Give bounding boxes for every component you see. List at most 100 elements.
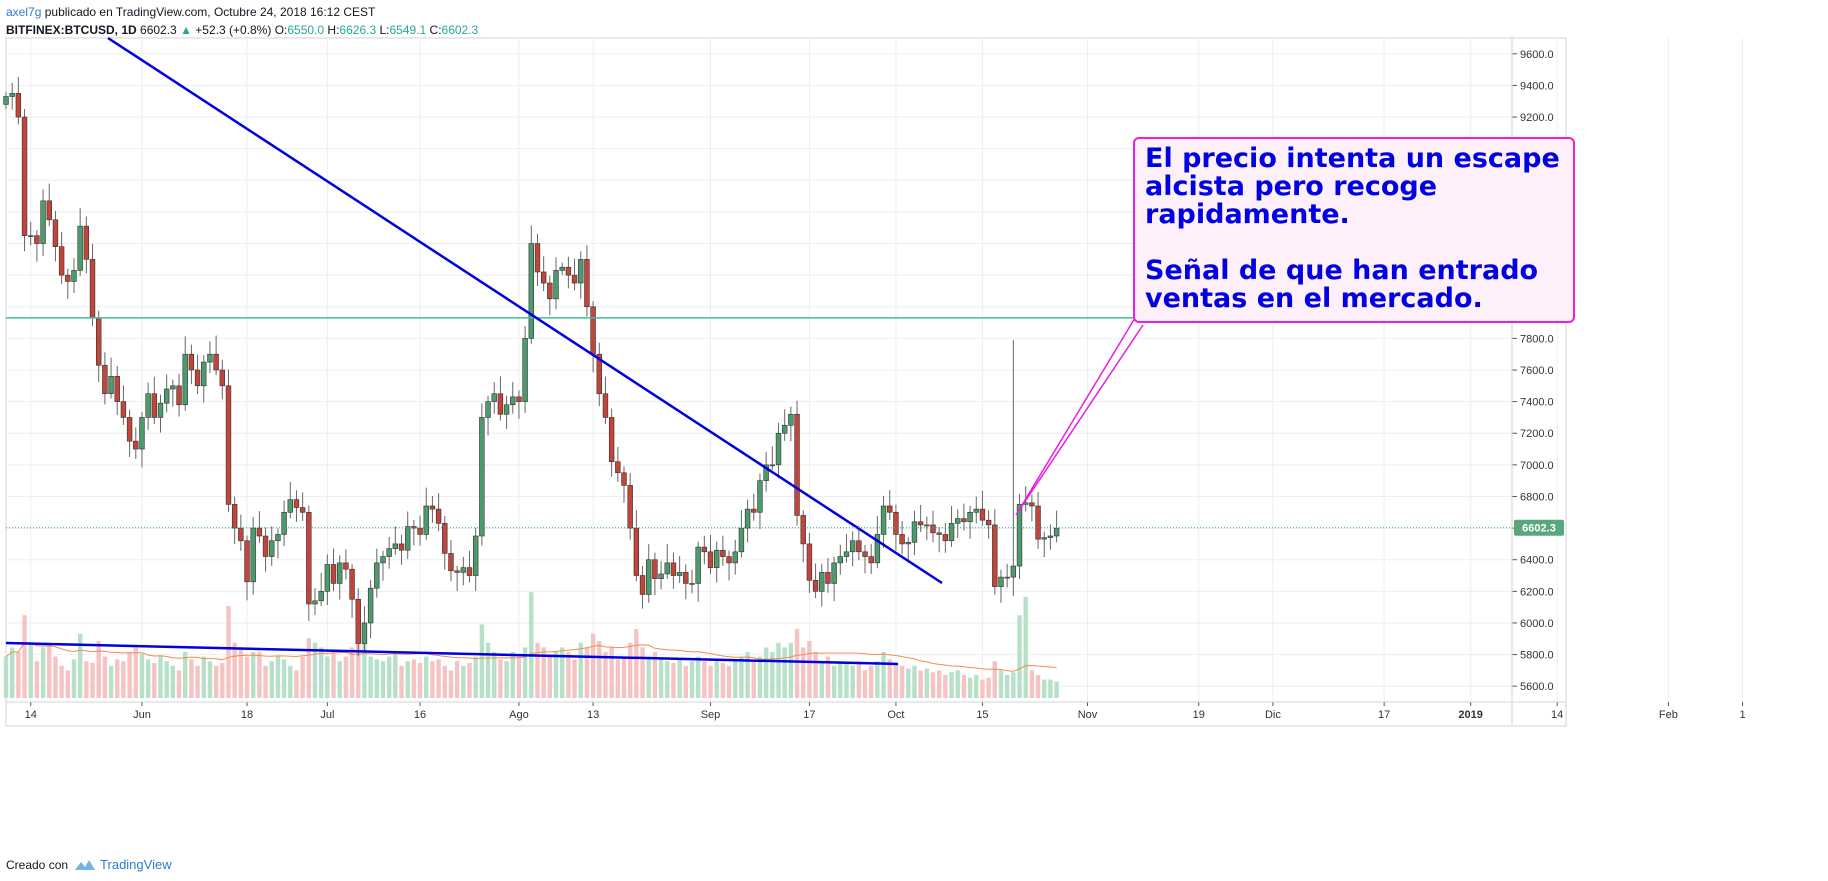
volume-bar: [936, 670, 942, 698]
candle-down: [683, 572, 689, 584]
volume-bar: [294, 670, 299, 698]
volume-bar: [770, 652, 775, 698]
volume-bar: [869, 665, 874, 698]
volume-bar: [801, 647, 806, 698]
x-tick-label: 14: [25, 709, 37, 721]
volume-bar: [862, 670, 868, 698]
volume-bar: [998, 670, 1004, 698]
candle-down: [417, 527, 423, 535]
volume-bar: [393, 652, 398, 698]
volume-bar: [689, 661, 695, 698]
candle-down: [856, 540, 862, 553]
candle-down: [58, 246, 65, 276]
volume-bar: [77, 633, 83, 698]
candle-up: [491, 393, 497, 402]
volume-bar: [337, 661, 342, 698]
volume-bar: [47, 642, 52, 698]
candle-down: [751, 508, 757, 513]
candle-up: [77, 225, 83, 271]
candle-down: [120, 401, 127, 418]
volume-bar: [745, 652, 750, 698]
volume-bar: [943, 675, 948, 698]
low-value: 6549.1: [389, 23, 427, 37]
y-tick-label: 9400.0: [1520, 80, 1554, 92]
candle-down: [114, 376, 120, 402]
volume-bar: [108, 665, 114, 698]
volume-bar: [139, 653, 145, 698]
volume-bar: [646, 656, 651, 698]
candle-down: [96, 317, 102, 366]
candle-up: [781, 425, 788, 434]
candle-up: [769, 464, 776, 467]
candle-up: [578, 259, 584, 284]
candle-up: [207, 353, 213, 363]
volume-bar: [269, 661, 274, 698]
candle-down: [343, 562, 349, 570]
chart-header: axel7g publicado en TradingView.com, Oct…: [6, 4, 478, 38]
candle-down: [429, 505, 436, 510]
volume-bar: [671, 663, 676, 698]
x-tick-label: Ago: [509, 709, 529, 721]
volume-bar: [720, 663, 726, 698]
change-up-icon: ▲: [180, 23, 192, 37]
candle-down: [454, 570, 460, 573]
volume-bar: [411, 659, 417, 698]
annotation-callout[interactable]: El precio intenta un escape alcista pero…: [1133, 137, 1575, 323]
candle-down: [936, 532, 942, 535]
volume-bar: [930, 672, 936, 698]
volume-bar: [405, 661, 410, 698]
volume-bar: [399, 665, 404, 698]
volume-bar: [16, 652, 21, 698]
volume-bar: [1048, 679, 1053, 698]
volume-bar: [232, 642, 237, 698]
volume-bar: [380, 661, 386, 698]
candle-down: [126, 417, 133, 442]
volume-bar: [529, 592, 534, 698]
volume-bar: [844, 663, 849, 698]
candle-up: [287, 499, 293, 513]
symbol-label[interactable]: BITFINEX:BTCUSD, 1D: [6, 23, 137, 37]
candle-down: [961, 518, 967, 523]
candle-down: [584, 259, 590, 308]
candle-down: [52, 219, 59, 247]
candle-down: [942, 534, 949, 542]
volume-bar: [924, 668, 930, 698]
x-tick-label: Jun: [133, 709, 151, 721]
volume-bar: [819, 661, 824, 698]
volume-bar: [53, 656, 58, 698]
volume-bar: [368, 656, 373, 698]
candle-up: [392, 543, 399, 549]
volume-bar: [467, 663, 472, 698]
candle-down: [639, 575, 646, 595]
volume-bar: [71, 659, 77, 698]
candle-up: [676, 572, 683, 576]
candle-down: [219, 369, 225, 387]
tradingview-logo-icon: [75, 859, 96, 870]
volume-bar: [658, 659, 664, 698]
candle-down: [652, 559, 658, 579]
volume-bar: [980, 679, 985, 698]
candle-down: [330, 564, 337, 584]
candle-down: [213, 353, 219, 371]
author-link[interactable]: axel7g: [6, 5, 42, 19]
tradingview-link[interactable]: TradingView: [74, 857, 172, 872]
volume-bar: [1004, 675, 1010, 698]
candle-up: [998, 576, 1004, 587]
candle-up: [1016, 504, 1023, 567]
candle-up: [924, 524, 930, 527]
volume-bar: [1017, 615, 1022, 698]
volume-bar: [9, 647, 15, 698]
x-tick-label: 13: [587, 709, 599, 721]
candle-down: [15, 93, 22, 118]
volume-bar: [510, 652, 515, 698]
volume-bar: [615, 659, 621, 698]
candle-up: [713, 549, 720, 568]
candle-down: [596, 353, 602, 395]
volume-bar: [1054, 681, 1059, 698]
volume-bar: [448, 670, 454, 698]
candle-up: [318, 591, 324, 602]
volume-bar: [572, 659, 577, 698]
candle-down: [225, 385, 232, 505]
volume-bar: [535, 642, 540, 698]
